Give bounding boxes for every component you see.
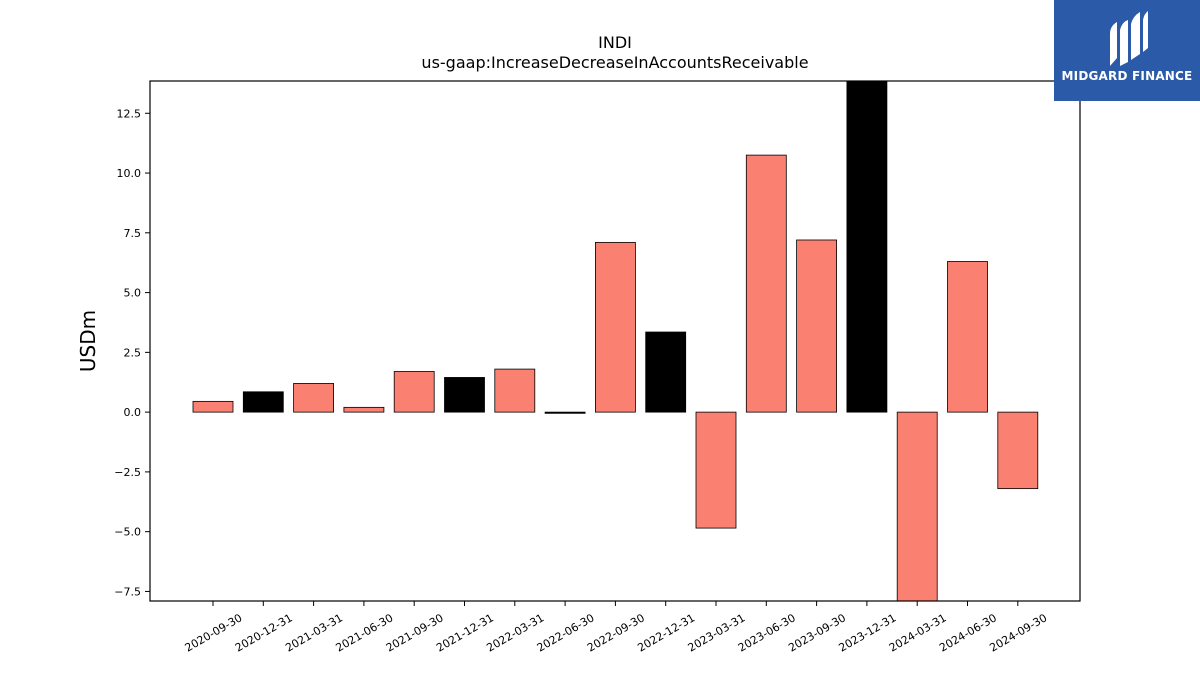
y-tick-label: −7.5 — [114, 585, 141, 598]
chart-subtitle: us-gaap:IncreaseDecreaseInAccountsReceiv… — [421, 53, 808, 72]
bar-2022-03-31 — [494, 368, 536, 413]
bar-2024-03-31 — [896, 411, 938, 602]
bar-2023-03-31 — [695, 411, 737, 529]
bar-2024-06-30 — [947, 261, 988, 413]
midgard-logo-icon — [1110, 11, 1148, 66]
bar-2022-09-30 — [595, 241, 636, 413]
y-tick-label: −2.5 — [114, 466, 141, 479]
y-axis: −7.5 −5.0 −2.5 0.0 2.5 5.0 7.5 10.0 12.5 — [114, 107, 150, 598]
bar-2020-12-31 — [242, 391, 284, 413]
plot-frame — [149, 80, 1081, 602]
y-tick-label: 5.0 — [124, 287, 142, 300]
y-tick-label: 7.5 — [124, 227, 142, 240]
y-tick-label: 2.5 — [124, 346, 142, 359]
y-tick-label: −5.0 — [114, 526, 141, 539]
bar-2024-09-30 — [997, 411, 1039, 490]
bar-2023-12-31 — [846, 80, 888, 413]
bar-2022-06-30 — [544, 411, 586, 414]
y-tick-label: 10.0 — [117, 167, 142, 180]
brand-logo: MIDGARD FINANCE — [1054, 0, 1200, 101]
bar-2021-03-31 — [293, 383, 335, 413]
bar-2023-06-30 — [745, 154, 787, 413]
bars-layer — [192, 80, 1039, 602]
y-tick-label: 12.5 — [117, 107, 142, 120]
bar-2020-09-30 — [192, 400, 234, 413]
y-tick-label: 0.0 — [124, 406, 142, 419]
y-axis-label: USDm — [76, 310, 100, 372]
bar-2021-12-31 — [444, 377, 485, 413]
bar-2021-09-30 — [393, 371, 435, 413]
logo-text: MIDGARD FINANCE — [1061, 69, 1193, 83]
x-axis: 2020-09-302020-12-312021-03-312021-06-30… — [183, 601, 1049, 655]
bar-2022-12-31 — [645, 331, 687, 413]
x-tick-label: 2024-09-30 — [987, 611, 1049, 654]
chart-title: INDI — [598, 33, 632, 52]
bar-2023-09-30 — [796, 239, 837, 413]
bar-2021-06-30 — [343, 406, 385, 413]
